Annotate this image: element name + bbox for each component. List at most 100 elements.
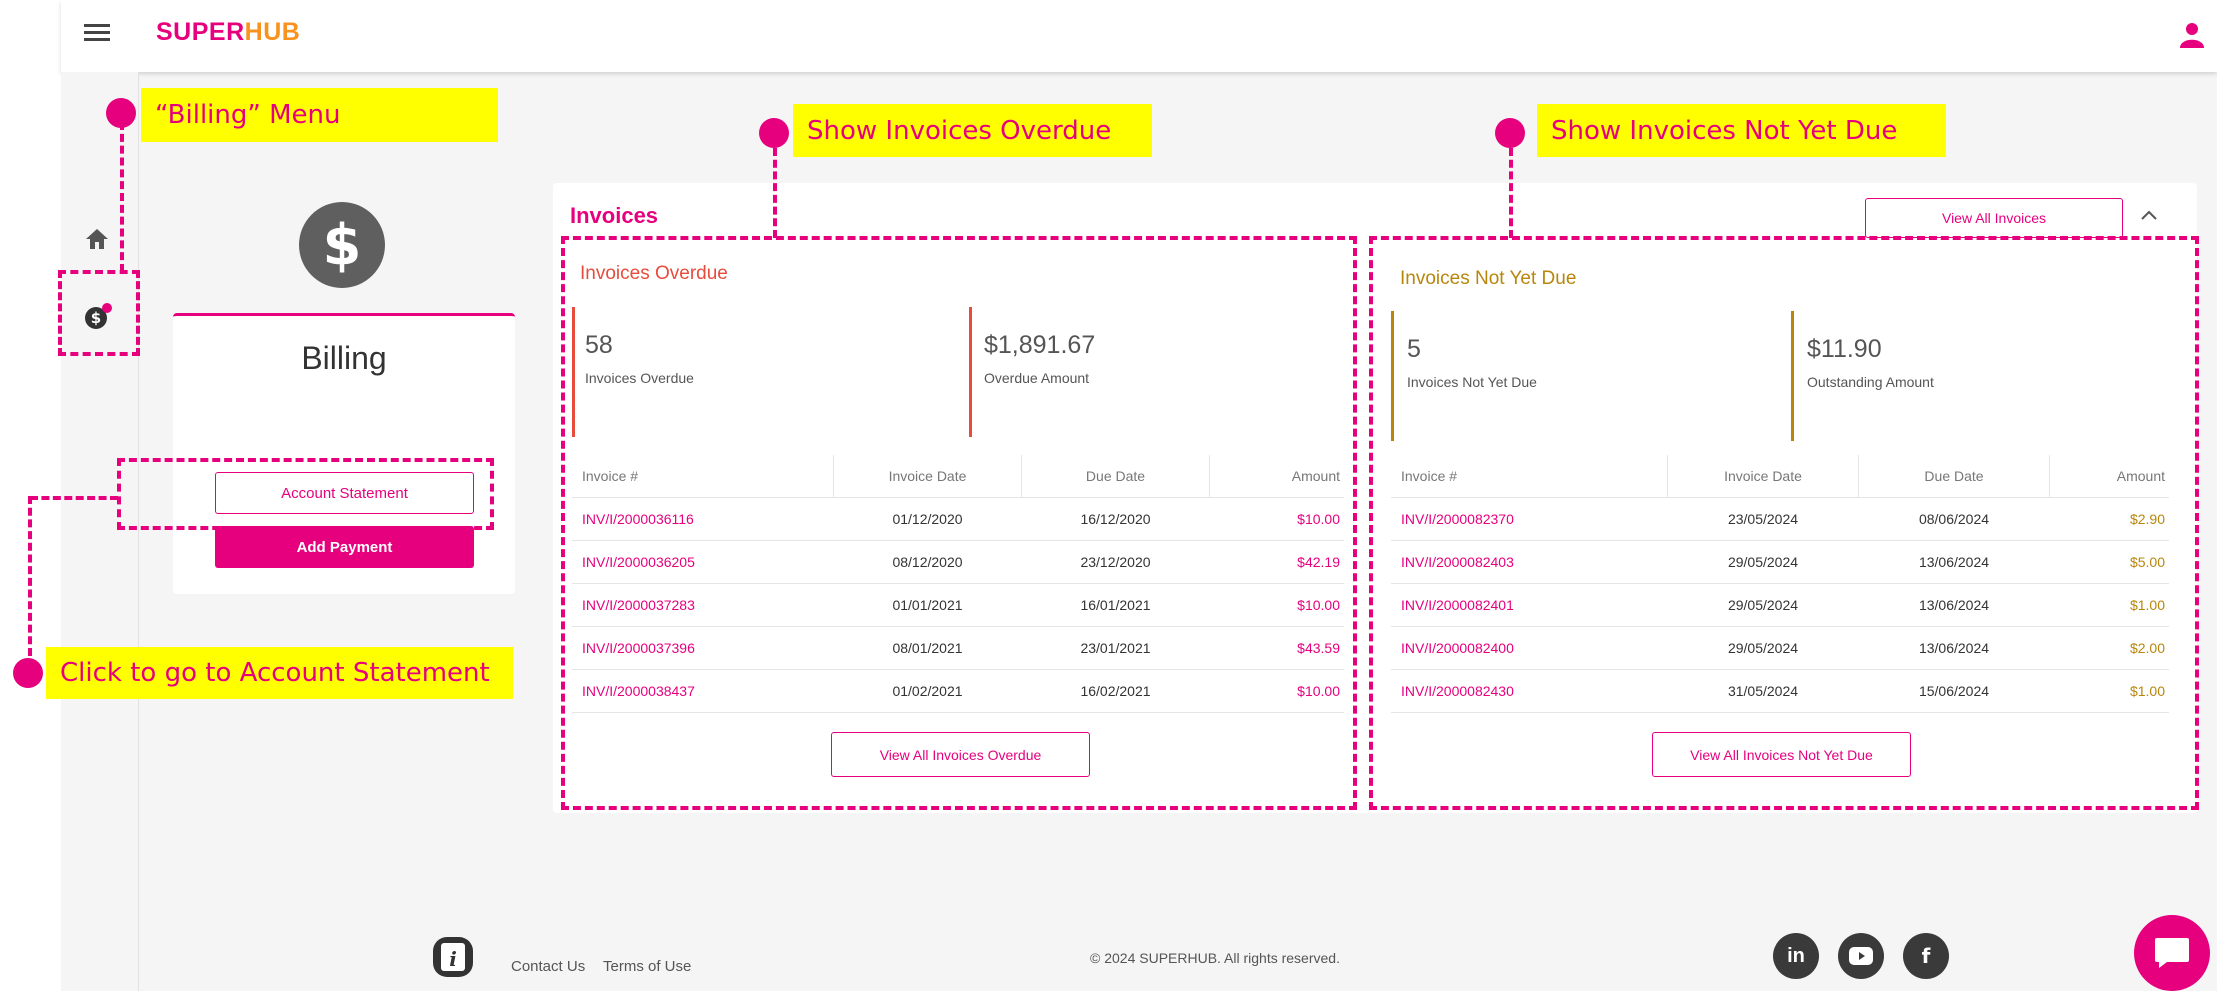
app-logo[interactable]: SUPERHUB [156,18,301,46]
amount: $2.00 [2049,626,2169,670]
amount: $1.00 [2049,669,2169,713]
not-yet-due-title: Invoices Not Yet Due [1400,268,1577,289]
table-row: INV/I/2000082430 31/05/2024 15/06/2024 $… [1391,669,2169,713]
linkedin-icon[interactable]: in [1773,933,1819,979]
amount: $43.59 [1209,626,1344,670]
amount: $10.00 [1209,669,1344,713]
youtube-icon[interactable] [1838,933,1884,979]
overdue-table: Invoice # Invoice Date Due Date Amount I… [572,455,1344,713]
menu-icon[interactable] [84,22,110,44]
table-row: INV/I/2000082403 29/05/2024 13/06/2024 $… [1391,540,2169,584]
annotation-account-statement-label: Click to go to Account Statement [46,647,513,699]
overdue-amount-bar [969,307,972,437]
annotation-billing-menu-box [58,270,140,356]
annotation-overdue-connector [773,148,777,238]
due-date: 13/06/2024 [1858,626,2050,670]
invoice-link[interactable]: INV/I/2000082400 [1391,626,1668,670]
overdue-count-label: Invoices Overdue [585,370,694,386]
invoice-date: 01/12/2020 [833,497,1022,541]
invoice-date: 08/01/2021 [833,626,1022,670]
svg-text:$: $ [323,213,362,278]
invoice-date: 08/12/2020 [833,540,1022,584]
overdue-count: 58 [585,331,613,359]
amount: $1.00 [2049,583,2169,627]
col-amount: Amount [1209,455,1344,498]
svg-text:$: $ [91,309,101,327]
col-amount: Amount [2049,455,2169,498]
due-date: 16/02/2021 [1021,669,1210,713]
chat-icon[interactable] [2134,915,2210,991]
invoice-link[interactable]: INV/I/2000082370 [1391,497,1668,541]
annotation-billing-menu-label: “Billing” Menu [141,88,498,142]
billing-title: Billing [301,340,387,376]
overdue-title: Invoices Overdue [580,263,728,284]
due-date: 08/06/2024 [1858,497,2050,541]
invoices-title: Invoices [570,203,659,228]
info-icon[interactable]: i [431,935,475,984]
invoice-date: 29/05/2024 [1667,583,1859,627]
account-statement-button[interactable]: Account Statement [215,472,474,514]
col-invoice-number: Invoice # [1391,455,1668,498]
user-icon[interactable] [2180,22,2204,53]
due-date: 16/12/2020 [1021,497,1210,541]
invoice-link[interactable]: INV/I/2000082401 [1391,583,1668,627]
table-header-row: Invoice # Invoice Date Due Date Amount [572,455,1344,498]
side-rail [61,72,139,991]
due-date: 23/01/2021 [1021,626,1210,670]
home-icon[interactable] [85,228,109,255]
annotation-account-statement-box [117,458,494,530]
not-yet-due-count: 5 [1407,335,1421,363]
add-payment-button[interactable]: Add Payment [215,526,474,568]
invoice-link[interactable]: INV/I/2000082430 [1391,669,1668,713]
not-yet-due-table: Invoice # Invoice Date Due Date Amount I… [1391,455,2169,713]
top-bar [61,0,2217,72]
table-row: INV/I/2000038437 01/02/2021 16/02/2021 $… [572,669,1344,713]
annotation-statement-connector-h [30,496,118,500]
billing-dollar-icon: $ [299,202,385,293]
annotation-overdue-label: Show Invoices Overdue [793,104,1152,157]
table-row: INV/I/2000037283 01/01/2021 16/01/2021 $… [572,583,1344,627]
outstanding-amount-label: Outstanding Amount [1807,374,1934,390]
amount: $10.00 [1209,497,1344,541]
table-row: INV/I/2000036116 01/12/2020 16/12/2020 $… [572,497,1344,541]
col-invoice-date: Invoice Date [833,455,1022,498]
annotation-overdue-box [561,236,1357,810]
table-row: INV/I/2000037396 08/01/2021 23/01/2021 $… [572,626,1344,670]
view-all-overdue-button[interactable]: View All Invoices Overdue [831,732,1090,777]
invoice-link[interactable]: INV/I/2000037283 [572,583,834,627]
overdue-amount-label: Overdue Amount [984,370,1090,386]
outstanding-amount-bar [1791,311,1794,441]
col-invoice-number: Invoice # [572,455,834,498]
annotation-not-yet-due-label: Show Invoices Not Yet Due [1537,104,1946,157]
table-row: INV/I/2000082370 23/05/2024 08/06/2024 $… [1391,497,2169,541]
invoice-link[interactable]: INV/I/2000038437 [572,669,834,713]
invoice-date: 29/05/2024 [1667,626,1859,670]
amount: $10.00 [1209,583,1344,627]
annotation-dot-not-yet-due [1495,118,1525,148]
annotation-dot-overdue [759,118,789,148]
annotation-not-yet-due-box [1369,236,2199,810]
invoice-date: 29/05/2024 [1667,540,1859,584]
annotation-dot-billing [106,98,136,128]
view-all-invoices-button[interactable]: View All Invoices [1865,198,2123,238]
annotation-dot-statement [13,658,43,688]
copyright-text: © 2024 SUPERHUB. All rights reserved. [1090,950,1340,966]
invoice-date: 23/05/2024 [1667,497,1859,541]
invoice-link[interactable]: INV/I/2000036116 [572,497,834,541]
table-row: INV/I/2000036205 08/12/2020 23/12/2020 $… [572,540,1344,584]
amount: $5.00 [2049,540,2169,584]
svg-text:i: i [449,947,457,971]
due-date: 16/01/2021 [1021,583,1210,627]
not-yet-due-count-bar [1391,311,1394,441]
collapse-chevron-icon[interactable] [2140,208,2158,226]
invoice-link[interactable]: INV/I/2000036205 [572,540,834,584]
view-all-not-yet-due-button[interactable]: View All Invoices Not Yet Due [1652,732,1911,777]
invoice-link[interactable]: INV/I/2000037396 [572,626,834,670]
terms-of-use-link[interactable]: Terms of Use [603,958,692,975]
amount: $2.90 [2049,497,2169,541]
invoice-link[interactable]: INV/I/2000082403 [1391,540,1668,584]
contact-us-link[interactable]: Contact Us [511,958,586,975]
billing-menu-icon[interactable]: $ [84,302,112,335]
col-invoice-date: Invoice Date [1667,455,1859,498]
facebook-icon[interactable]: f [1903,933,1949,979]
